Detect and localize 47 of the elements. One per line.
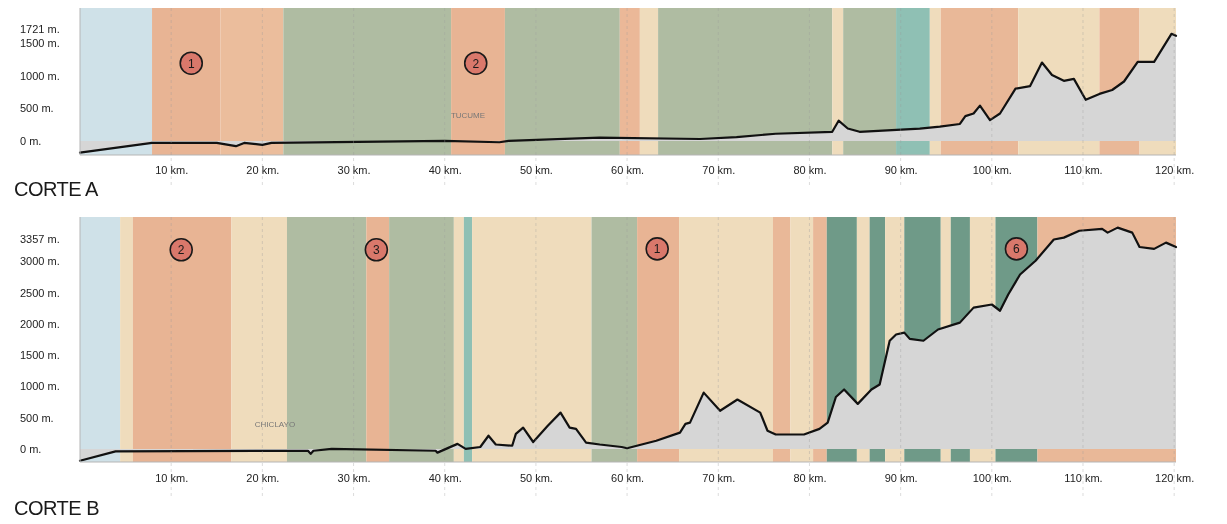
y-tick-label: 0 m. [20,134,42,147]
y-tick-label: 0 m. [20,442,42,455]
x-tick-label: 10 km. [155,163,189,176]
x-tick-label: 100 km. [972,163,1012,176]
y-tick-label: 3357 m. [20,233,60,246]
annotation: 2 [177,243,185,258]
x-tick-label: 10 km. [155,471,189,484]
y-tick-label: 1000 m. [20,69,60,82]
annotation: 6 [1013,242,1021,257]
x-tick-label: 110 km. [1064,471,1103,484]
x-tick-label: 70 km. [702,163,736,176]
text: CORTE A [14,178,100,200]
y-tick-label: 1000 m. [20,380,60,393]
x-tick-label: 80 km. [793,471,827,484]
y-tick-label: 1500 m. [20,349,60,362]
x-tick-label: 60 km. [611,471,645,484]
annotation: CHICLAYO [254,420,296,429]
y-tick-label: 2000 m. [20,317,60,330]
annotation: 1 [187,56,195,71]
y-tick-label: 1500 m. [20,36,60,49]
x-tick-label: 120 km. [1155,163,1195,176]
y-tick-label: 2500 m. [20,286,60,299]
x-tick-label: 30 km. [337,471,371,484]
annotation: 1 [653,242,661,257]
x-tick-label: 40 km. [428,163,462,176]
x-tick-label: 90 km. [884,471,918,484]
text: CORTE B [14,497,100,519]
annotation: 3 [373,243,380,258]
x-tick-label: 40 km. [428,471,462,484]
x-tick-label: 50 km. [519,471,553,484]
x-tick-label: 120 km. [1155,471,1195,484]
x-tick-label: 90 km. [884,163,918,176]
x-tick-label: 50 km. [519,163,553,176]
y-tick-label: 500 m. [20,102,54,115]
y-tick-label: 3000 m. [20,255,60,268]
x-tick-label: 70 km. [702,471,736,484]
x-tick-label: 110 km. [1064,163,1103,176]
x-tick-label: 20 km. [246,471,280,484]
x-tick-label: 100 km. [972,471,1012,484]
annotation: 2 [472,56,480,71]
x-tick-label: 80 km. [793,163,827,176]
y-tick-label: 1721 m. [20,22,60,35]
annotation: TUCUME [450,111,486,120]
x-tick-label: 30 km. [337,163,371,176]
x-tick-label: 60 km. [611,163,645,176]
y-tick-label: 500 m. [20,411,54,424]
x-tick-label: 20 km. [246,163,280,176]
